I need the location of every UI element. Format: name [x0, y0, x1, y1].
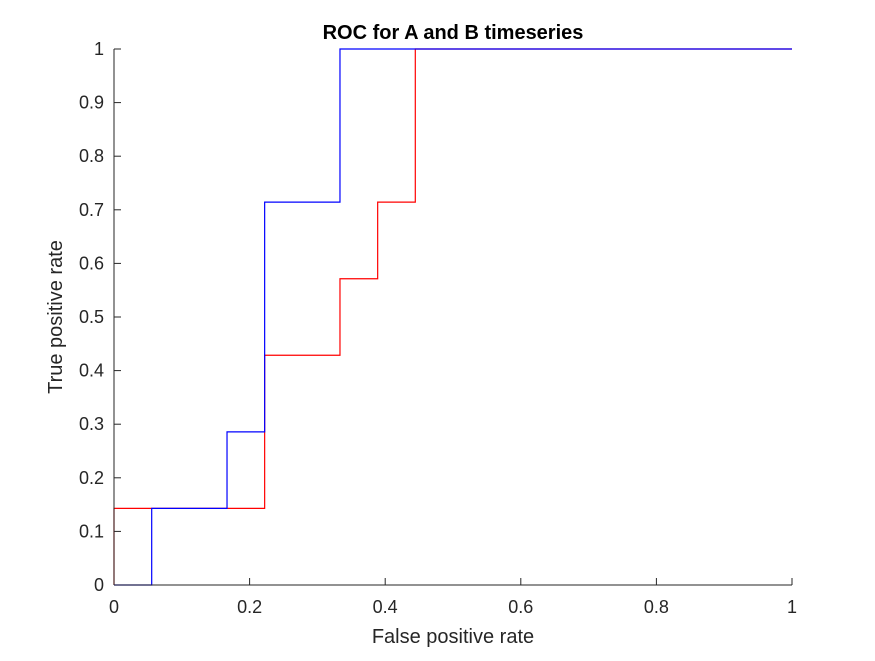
- y-axis-title: True positive rate: [45, 240, 67, 394]
- x-tick-label: 1: [787, 597, 797, 617]
- x-tick-label: 0.8: [644, 597, 669, 617]
- chart-title: ROC for A and B timeseries: [323, 22, 584, 44]
- y-tick-label: 0.5: [79, 307, 104, 327]
- x-tick-label: 0.2: [237, 597, 262, 617]
- series-line-2: [114, 48, 792, 586]
- y-tick-label: 0.4: [79, 361, 104, 381]
- y-tick-label: 1: [94, 39, 104, 59]
- ticks-layer: 0 0.2 0.4 0.6 0.8 1 0 0.1 0.2 0.3 0.4 0.5 0.6 0.7 0.8 0…: [79, 39, 797, 617]
- x-axis-title: False positive rate: [372, 626, 534, 648]
- x-tick-label: 0.4: [373, 597, 398, 617]
- y-tick-label: 0.7: [79, 200, 104, 220]
- x-tick-label: 0: [109, 597, 119, 617]
- series-layer: [113, 48, 792, 586]
- plot-background: [114, 49, 792, 585]
- y-tick-label: 0.2: [79, 468, 104, 488]
- y-tick-label: 0.6: [79, 253, 104, 273]
- x-tick-label: 0.6: [508, 597, 533, 617]
- y-tick-label: 0: [94, 575, 104, 595]
- y-tick-label: 0.8: [79, 146, 104, 166]
- y-tick-label: 0.9: [79, 93, 104, 113]
- y-tick-label: 0.1: [79, 521, 104, 541]
- y-tick-label: 0.3: [79, 414, 104, 434]
